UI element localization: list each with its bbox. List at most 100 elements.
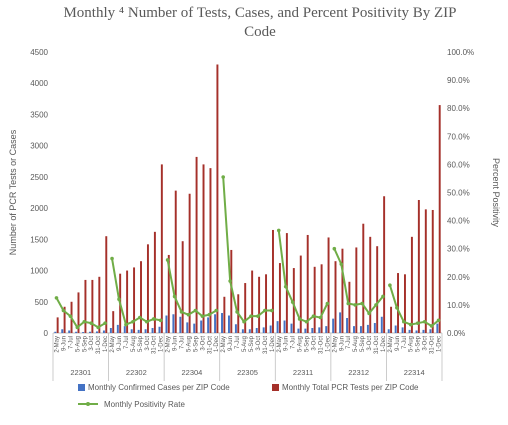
positivity-point xyxy=(131,319,135,324)
bar-tests xyxy=(160,164,163,333)
positivity-point xyxy=(408,322,413,327)
x-category-label: 1-Dec xyxy=(103,336,109,352)
x-category-label: 7-Jul xyxy=(346,336,352,349)
positivity-point xyxy=(89,321,94,325)
positivity-point xyxy=(311,314,316,318)
x-category-label: 5-Aug xyxy=(353,336,359,352)
positivity-point xyxy=(144,319,149,324)
x-category-label: 5-Sep xyxy=(360,335,366,352)
bar-tests xyxy=(209,168,212,333)
right-tick-label: 90.0% xyxy=(447,76,470,85)
left-tick-label: 4500 xyxy=(30,48,48,57)
positivity-point xyxy=(395,305,399,310)
positivity-point xyxy=(325,301,330,306)
bar-cases xyxy=(68,330,71,333)
x-category-label: 3-Oct xyxy=(423,336,429,351)
bar-cases xyxy=(172,314,175,333)
bar-tests xyxy=(320,264,323,333)
bar-cases xyxy=(387,329,390,333)
x-category-label: 5-Sep xyxy=(249,335,255,352)
x-category-label: 7-Jul xyxy=(402,336,408,349)
bar-cases xyxy=(137,329,140,333)
right-tick-label: 50.0% xyxy=(447,189,470,198)
positivity-point xyxy=(151,317,156,321)
bar-cases xyxy=(325,326,328,333)
x-category-label: 31-Oct xyxy=(96,336,102,354)
bar-cases xyxy=(123,326,126,333)
bar-cases xyxy=(311,328,314,333)
left-tick-label: 3000 xyxy=(30,142,48,151)
bar-cases xyxy=(89,331,92,333)
legend-marker-positivity xyxy=(86,402,90,406)
left-tick-label: 500 xyxy=(35,298,49,307)
positivity-point xyxy=(138,315,142,320)
bar-tests xyxy=(174,190,177,333)
x-category-label: 5-Sep xyxy=(193,335,199,352)
positivity-point xyxy=(374,303,378,307)
bar-tests xyxy=(390,306,393,333)
bar-tests xyxy=(202,164,205,333)
x-category-label: 5-Aug xyxy=(409,336,415,352)
x-category-label: 31-Oct xyxy=(207,336,213,354)
bar-tests xyxy=(272,229,274,333)
bar-tests xyxy=(112,311,115,333)
bar-tests xyxy=(355,247,358,333)
x-category-label: 9-Jun xyxy=(117,336,123,351)
bar-cases xyxy=(144,329,147,333)
bar-cases xyxy=(269,325,272,333)
right-tick-label: 60.0% xyxy=(447,160,470,169)
zip-group-label: 22314 xyxy=(404,368,425,377)
bar-cases xyxy=(151,328,154,333)
x-category-label: 2-May xyxy=(221,336,227,353)
bar-tests xyxy=(410,236,413,333)
bar-tests xyxy=(146,244,149,333)
legend-label-positivity: Monthly Positivity Rate xyxy=(104,400,185,409)
x-category-label: 5-Aug xyxy=(75,336,81,352)
bar-tests xyxy=(285,233,288,333)
x-category-label: 31-Oct xyxy=(374,336,380,354)
x-category-label: 9-Jun xyxy=(61,336,67,351)
x-category-label: 5-Aug xyxy=(131,336,137,352)
left-tick-label: 2500 xyxy=(30,173,48,182)
positivity-point xyxy=(186,312,191,317)
x-category-label: 7-Jul xyxy=(291,336,297,349)
positivity-point xyxy=(172,294,177,299)
zip-group-label: 22302 xyxy=(126,368,147,377)
bar-cases xyxy=(227,315,230,333)
bar-tests xyxy=(438,105,441,333)
x-category-label: 7-Jul xyxy=(124,336,130,349)
positivity-point xyxy=(360,301,364,306)
left-tick-label: 2000 xyxy=(30,204,48,213)
positivity-point xyxy=(249,314,253,318)
bar-cases xyxy=(221,313,223,333)
x-category-label: 31-Oct xyxy=(318,336,324,354)
x-category-label: 9-Jun xyxy=(228,336,234,351)
bar-cases xyxy=(394,325,397,333)
left-tick-label: 1000 xyxy=(30,267,48,276)
positivity-point xyxy=(304,319,309,324)
bar-cases xyxy=(346,318,349,333)
x-category-label: 31-Oct xyxy=(430,336,436,354)
positivity-point xyxy=(429,324,434,328)
positivity-point xyxy=(96,325,100,330)
bar-cases xyxy=(408,329,411,333)
bar-cases xyxy=(422,329,425,333)
bar-tests xyxy=(84,279,87,333)
positivity-point xyxy=(61,308,66,313)
positivity-point xyxy=(346,301,351,306)
x-category-label: 1-Dec xyxy=(381,336,387,352)
bar-cases xyxy=(82,332,85,333)
x-category-label: 5-Sep xyxy=(305,335,311,352)
bar-cases xyxy=(318,327,321,333)
bar-tests xyxy=(258,276,261,333)
left-tick-label: 3500 xyxy=(30,110,48,119)
bar-cases xyxy=(165,315,168,333)
x-category-label: 5-Sep xyxy=(138,335,144,352)
bar-cases xyxy=(429,329,432,333)
positivity-point xyxy=(82,319,87,324)
x-category-label: 9-Jun xyxy=(173,336,179,351)
bar-tests xyxy=(299,255,302,333)
bar-cases xyxy=(158,326,161,333)
bar-cases xyxy=(401,327,404,333)
bar-tests xyxy=(265,274,268,333)
